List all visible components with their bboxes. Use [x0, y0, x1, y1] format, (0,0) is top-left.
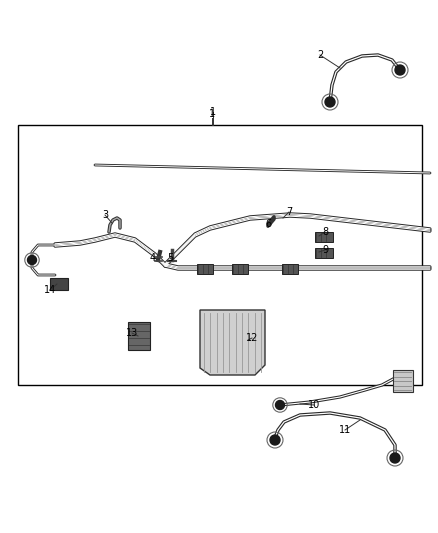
Bar — [232, 264, 248, 274]
Text: 5: 5 — [167, 253, 173, 263]
Text: 3: 3 — [102, 210, 108, 220]
Circle shape — [276, 400, 285, 409]
Circle shape — [270, 435, 280, 445]
Bar — [128, 322, 150, 350]
Text: 1: 1 — [209, 109, 215, 119]
Text: 11: 11 — [339, 425, 351, 435]
Text: 6: 6 — [265, 219, 271, 229]
Text: 7: 7 — [286, 207, 292, 217]
Text: 1: 1 — [210, 107, 216, 117]
Bar — [393, 370, 413, 392]
Bar — [18, 125, 422, 385]
Text: 14: 14 — [44, 285, 56, 295]
Circle shape — [325, 97, 335, 107]
Text: 4: 4 — [150, 253, 156, 263]
Bar — [315, 232, 333, 242]
Bar — [197, 264, 213, 274]
Text: 12: 12 — [246, 333, 258, 343]
Text: 10: 10 — [308, 400, 320, 410]
Bar — [50, 278, 68, 290]
Circle shape — [395, 65, 405, 75]
Bar — [282, 264, 298, 274]
Circle shape — [390, 453, 400, 463]
Text: 2: 2 — [317, 50, 323, 60]
Text: 9: 9 — [322, 245, 328, 255]
Polygon shape — [200, 310, 265, 375]
Circle shape — [28, 255, 36, 264]
Bar — [315, 248, 333, 258]
Text: 13: 13 — [126, 328, 138, 338]
Text: 8: 8 — [322, 227, 328, 237]
